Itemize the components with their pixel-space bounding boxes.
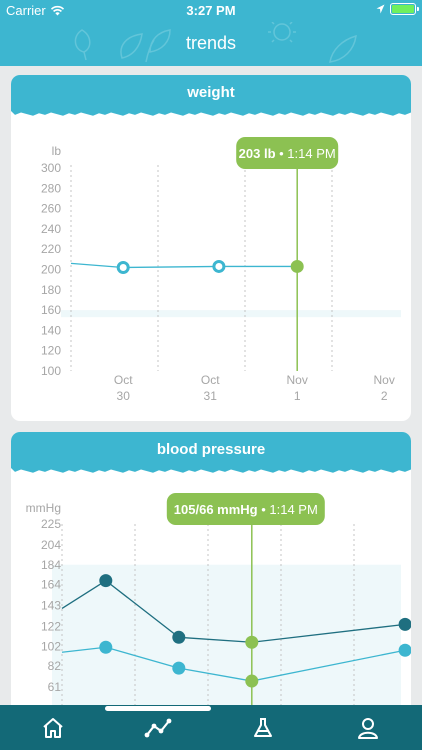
weight-card[interactable]: weight lb 300 280 260 240 220 200 180 160 140 120 1…	[11, 75, 411, 421]
tab-profile[interactable]	[352, 713, 384, 743]
tab-bar	[0, 705, 422, 750]
y-tick-label: 122	[41, 619, 61, 633]
selected-value-tooltip	[166, 493, 325, 525]
y-axis-unit: mmHg	[26, 501, 61, 515]
flask-icon	[254, 718, 272, 737]
y-tick-label: 100	[41, 364, 61, 378]
trends-icon	[144, 718, 172, 738]
tooltip-time: 1:14 PM	[269, 502, 317, 517]
y-tick-label: 160	[41, 303, 61, 317]
data-point	[172, 661, 186, 675]
selected-value-tooltip	[236, 137, 339, 169]
status-bar: Carrier 3:27 PM	[0, 0, 422, 22]
y-tick-label: 82	[48, 659, 62, 673]
torn-edge	[11, 468, 411, 473]
wifi-icon	[50, 5, 64, 16]
home-icon	[43, 718, 63, 738]
clock: 3:27 PM	[186, 3, 236, 18]
data-point	[398, 617, 411, 631]
weight-card-title: weight	[11, 75, 411, 111]
profile-icon	[358, 718, 378, 739]
y-tick-label: 180	[41, 283, 61, 297]
y-axis-unit: lb	[52, 144, 62, 158]
data-point	[99, 640, 113, 654]
tab-labs[interactable]	[247, 713, 279, 743]
y-tick-label: 200	[41, 263, 61, 277]
battery-icon	[390, 3, 419, 15]
y-tick-label: 102	[41, 639, 61, 653]
location-icon	[376, 4, 385, 14]
series-line	[61, 646, 411, 682]
data-point	[212, 259, 226, 273]
status-right	[376, 3, 419, 15]
data-point	[116, 260, 130, 274]
x-tick-label: Oct	[114, 373, 133, 387]
y-tick-label: 225	[41, 517, 61, 531]
x-tick-label: 30	[117, 389, 131, 403]
blood-pressure-chart[interactable]: mmHg 225 204 184 164 143 122 102 82 61 105/66 mmHg…	[11, 432, 411, 722]
blood-pressure-card-title: blood pressure	[11, 432, 411, 468]
carrier-label: Carrier	[6, 3, 46, 18]
y-tick-label: 240	[41, 222, 61, 236]
series-line	[61, 579, 411, 643]
blood-pressure-card[interactable]: blood pressure mmHg 225 204 184 164 143 122 102…	[11, 432, 411, 722]
data-point	[398, 643, 411, 657]
x-tick-label: 2	[381, 389, 388, 403]
series-line	[70, 262, 298, 269]
x-tick-label: 1	[294, 389, 301, 403]
x-tick-label: 31	[204, 389, 218, 403]
y-tick-label: 143	[41, 599, 61, 613]
x-tick-label: Nov	[287, 373, 308, 387]
carrier: Carrier	[6, 3, 65, 18]
y-tick-label: 184	[41, 558, 61, 572]
nav-header: trends	[0, 22, 422, 66]
y-tick-label: 280	[41, 181, 61, 195]
data-point	[172, 630, 186, 644]
tooltip-value: 105/66 mmHg	[174, 502, 258, 517]
tooltip-time: 1:14 PM	[287, 146, 335, 161]
selected-data-point	[245, 674, 259, 688]
target-range-band	[61, 310, 401, 318]
tooltip-text: 203 lb • 1:14 PM	[239, 146, 336, 161]
torn-edge	[11, 111, 411, 116]
selected-data-point	[290, 259, 304, 273]
weight-chart[interactable]: lb 300 280 260 240 220 200 180 160 140 120 100 Oct 30…	[11, 75, 411, 421]
y-tick-label: 61	[48, 680, 62, 694]
tooltip-text: 105/66 mmHg • 1:14 PM	[174, 502, 318, 517]
y-tick-label: 140	[41, 323, 61, 337]
x-tick-label: Nov	[374, 373, 395, 387]
y-tick-label: 204	[41, 538, 61, 552]
leaf-decoration-icon	[74, 22, 357, 63]
y-tick-label: 120	[41, 344, 61, 358]
y-tick-label: 260	[41, 202, 61, 216]
tab-home[interactable]	[37, 713, 69, 743]
y-tick-label: 220	[41, 242, 61, 256]
selected-data-point	[245, 635, 259, 649]
y-tick-label: 300	[41, 161, 61, 175]
home-indicator	[105, 706, 211, 711]
tooltip-separator: •	[258, 502, 270, 517]
tab-trends[interactable]	[142, 713, 174, 743]
data-point	[99, 574, 113, 588]
target-range-band	[52, 564, 401, 707]
y-tick-label: 164	[41, 578, 61, 592]
page-title: trends	[185, 33, 237, 53]
tooltip-value: 203 lb	[239, 146, 276, 161]
tooltip-separator: •	[276, 146, 288, 161]
x-tick-label: Oct	[201, 373, 220, 387]
